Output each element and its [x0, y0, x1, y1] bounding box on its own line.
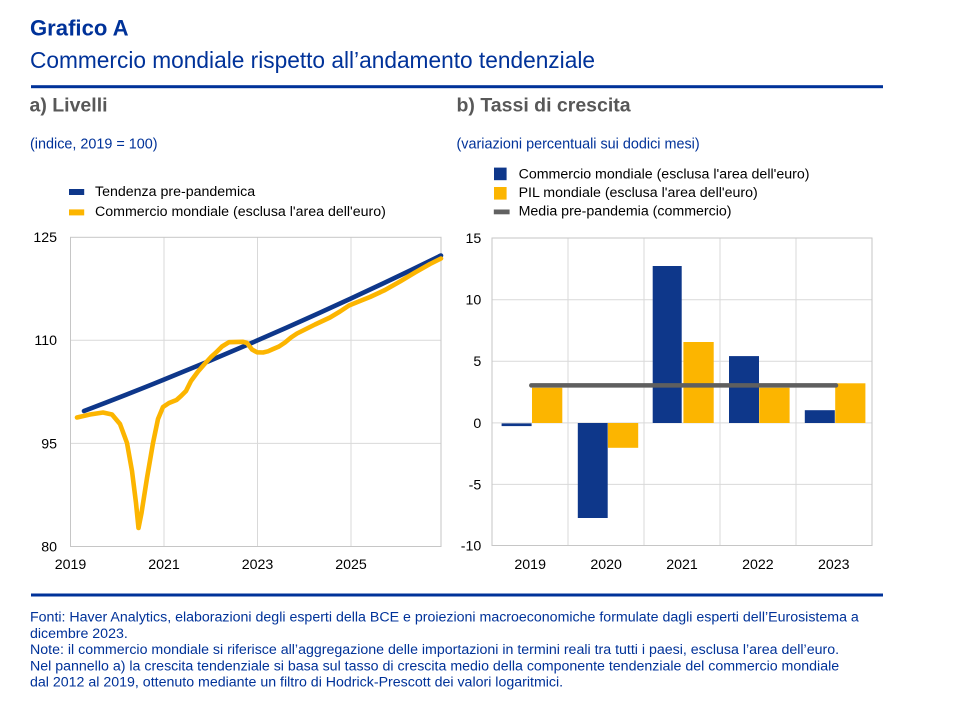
- svg-text:80: 80: [41, 539, 57, 555]
- svg-text:15: 15: [466, 231, 482, 247]
- svg-text:(indice, 2019 = 100): (indice, 2019 = 100): [30, 137, 158, 153]
- svg-text:Grafico A: Grafico A: [30, 16, 129, 41]
- svg-text:dal 2012 al 2019, ottenuto med: dal 2012 al 2019, ottenuto mediante un f…: [30, 675, 563, 691]
- svg-text:Commercio mondiale rispetto al: Commercio mondiale rispetto all’andament…: [30, 47, 595, 73]
- svg-text:2019: 2019: [55, 557, 87, 573]
- svg-text:Note: il commercio mondiale si: Note: il commercio mondiale si riferisce…: [30, 642, 839, 658]
- svg-text:95: 95: [41, 436, 57, 452]
- svg-text:2022: 2022: [742, 557, 774, 573]
- svg-text:PIL mondiale (esclusa l'area d: PIL mondiale (esclusa l'area dell'euro): [519, 185, 758, 201]
- svg-text:2021: 2021: [148, 557, 180, 573]
- svg-text:Fonti: Haver Analytics, elabor: Fonti: Haver Analytics, elaborazioni deg…: [30, 610, 859, 626]
- svg-text:2019: 2019: [514, 557, 546, 573]
- svg-text:Nel pannello a) la crescita te: Nel pannello a) la crescita tendenziale …: [30, 658, 839, 674]
- svg-text:Tendenza pre-pandemica: Tendenza pre-pandemica: [95, 184, 255, 200]
- svg-text:110: 110: [34, 333, 57, 349]
- svg-text:(variazioni percentuali sui do: (variazioni percentuali sui dodici mesi): [457, 137, 700, 153]
- svg-text:Commercio mondiale (esclusa l': Commercio mondiale (esclusa l'area dell'…: [95, 204, 386, 220]
- svg-text:125: 125: [33, 230, 57, 246]
- svg-text:5: 5: [473, 354, 481, 370]
- svg-text:a) Livelli: a) Livelli: [30, 95, 108, 117]
- svg-text:-5: -5: [469, 477, 482, 493]
- svg-text:0: 0: [473, 416, 481, 432]
- svg-text:2020: 2020: [590, 557, 622, 573]
- svg-text:Commercio mondiale (esclusa l': Commercio mondiale (esclusa l'area dell'…: [519, 167, 810, 183]
- svg-text:-10: -10: [461, 538, 482, 554]
- svg-text:10: 10: [466, 293, 482, 309]
- svg-text:2023: 2023: [242, 557, 274, 573]
- svg-text:2025: 2025: [335, 557, 367, 573]
- svg-text:b) Tassi di crescita: b) Tassi di crescita: [457, 95, 631, 117]
- svg-text:dicembre 2023.: dicembre 2023.: [30, 626, 128, 642]
- svg-text:2021: 2021: [666, 557, 698, 573]
- svg-text:2023: 2023: [818, 557, 850, 573]
- svg-text:Media pre-pandemia (commercio): Media pre-pandemia (commercio): [519, 204, 732, 220]
